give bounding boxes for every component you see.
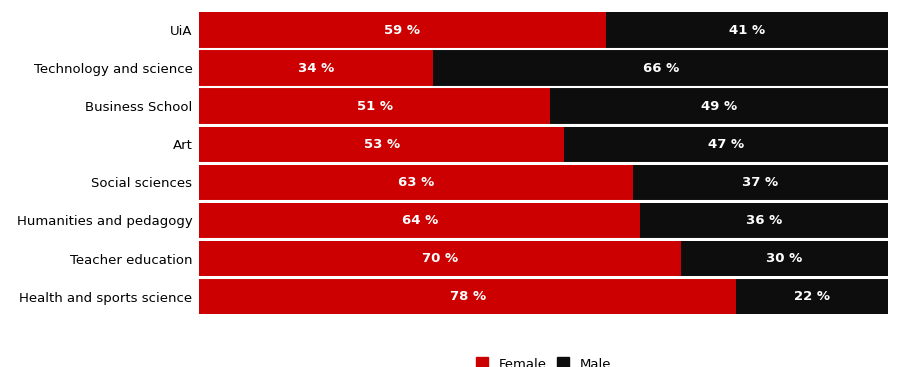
Bar bbox=[199, 279, 737, 314]
Text: 59 %: 59 % bbox=[384, 23, 420, 37]
Bar bbox=[605, 12, 888, 48]
Bar bbox=[633, 165, 888, 200]
Text: 63 %: 63 % bbox=[398, 176, 434, 189]
Text: 34 %: 34 % bbox=[298, 62, 334, 75]
Text: 22 %: 22 % bbox=[795, 290, 830, 303]
Text: 53 %: 53 % bbox=[363, 138, 400, 151]
Bar bbox=[199, 241, 681, 276]
Text: 70 %: 70 % bbox=[422, 252, 458, 265]
Text: 30 %: 30 % bbox=[766, 252, 803, 265]
Text: 49 %: 49 % bbox=[701, 100, 737, 113]
Bar bbox=[199, 50, 433, 86]
Text: 51 %: 51 % bbox=[357, 100, 393, 113]
Text: 47 %: 47 % bbox=[708, 138, 744, 151]
Bar bbox=[737, 279, 888, 314]
Bar bbox=[564, 127, 888, 162]
Text: 78 %: 78 % bbox=[449, 290, 486, 303]
Text: 66 %: 66 % bbox=[642, 62, 679, 75]
Bar bbox=[199, 88, 551, 124]
Bar bbox=[199, 203, 640, 238]
Bar bbox=[640, 203, 888, 238]
Bar bbox=[199, 127, 564, 162]
Bar bbox=[681, 241, 888, 276]
Bar bbox=[199, 12, 605, 48]
Bar bbox=[433, 50, 888, 86]
Text: 36 %: 36 % bbox=[746, 214, 782, 227]
Text: 64 %: 64 % bbox=[401, 214, 438, 227]
Bar bbox=[551, 88, 888, 124]
Legend: Female, Male: Female, Male bbox=[471, 352, 616, 367]
Text: 37 %: 37 % bbox=[742, 176, 778, 189]
Bar bbox=[199, 165, 633, 200]
Text: 41 %: 41 % bbox=[728, 23, 765, 37]
